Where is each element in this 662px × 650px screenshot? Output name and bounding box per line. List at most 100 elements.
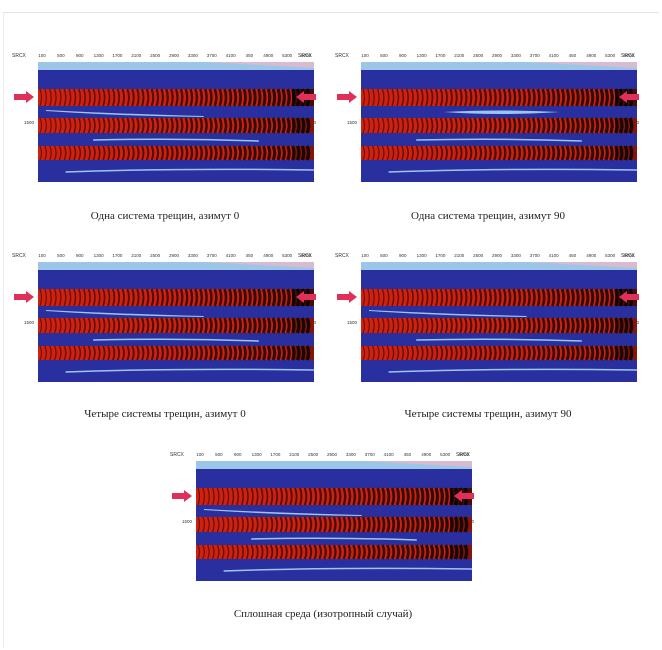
wavelet: [570, 345, 575, 361]
wavelet: [560, 288, 566, 307]
axis-tick-label: 5300: [605, 253, 616, 258]
wavelet: [160, 88, 165, 107]
wavelet: [401, 117, 405, 134]
wavelet: [308, 516, 313, 533]
wavelet: [165, 317, 169, 334]
wavelet: [536, 288, 541, 307]
wavelet: [575, 145, 580, 161]
axis-tick-label: 500: [380, 253, 388, 258]
wavelet: [565, 117, 570, 134]
wavelet: [265, 516, 269, 533]
axis-tick-label: 1300: [94, 253, 105, 258]
wavelet: [245, 544, 249, 560]
wavelet: [189, 317, 194, 334]
wavelet: [216, 487, 220, 506]
converted-wave-lower: [251, 537, 417, 541]
wavelet: [526, 317, 531, 334]
wavelet: [444, 88, 449, 107]
axis-tick-label: 100: [361, 253, 369, 258]
wavelet: [589, 288, 595, 307]
wavelet: [560, 317, 566, 334]
axis-tick-label: 5700: [301, 253, 312, 258]
wavelet: [434, 544, 440, 560]
wavelet: [536, 345, 541, 361]
wavelet: [279, 516, 284, 533]
axis-tick-label: 1700: [270, 452, 281, 457]
wavelet: [502, 88, 507, 107]
axis-tick-label: 450: [569, 253, 577, 258]
wavelet: [236, 544, 240, 560]
wavelet: [271, 117, 277, 134]
wavelet: [223, 117, 228, 134]
axis-tick-label: 1300: [94, 53, 105, 58]
wavelet: [78, 345, 82, 361]
wavelet: [415, 145, 419, 161]
wavelet: [270, 487, 274, 506]
wavelet: [223, 345, 228, 361]
wavelet: [313, 516, 318, 533]
wavelet: [594, 288, 600, 307]
wavelet: [366, 487, 371, 506]
wavelet: [300, 117, 306, 134]
converted-wave-shear: [204, 509, 362, 516]
wavelet: [449, 345, 453, 361]
axis-tick-label: 2900: [169, 253, 180, 258]
wavelet: [92, 317, 96, 334]
wavelet: [468, 345, 473, 361]
wavelet: [291, 317, 296, 334]
wavelet: [131, 288, 135, 307]
wavelet: [170, 88, 174, 107]
wavelet: [112, 288, 116, 307]
wavelet: [87, 145, 91, 161]
axis-tick-label: 1700: [112, 53, 123, 58]
wavelet: [255, 544, 259, 560]
wavelet: [362, 145, 366, 161]
wavelet: [386, 145, 390, 161]
wavelet: [126, 117, 130, 134]
converted-wave-shear: [46, 310, 204, 317]
wavelet: [618, 317, 624, 334]
wavelet: [174, 317, 179, 334]
wavelet: [281, 145, 286, 161]
band-dark-end: [615, 318, 637, 333]
axis-tick-label: 100: [38, 53, 46, 58]
axis-tick-label: 5300: [440, 452, 451, 457]
wavelet: [145, 145, 150, 161]
wavelet: [121, 345, 126, 361]
wavelet: [150, 317, 155, 334]
wavelet: [286, 117, 291, 134]
wavelet: [429, 516, 435, 533]
wavelet: [49, 88, 52, 107]
wavelet: [507, 345, 512, 361]
wavelet: [121, 117, 126, 134]
wavelet: [223, 317, 228, 334]
axis-tick-label: 1700: [112, 253, 123, 258]
wavelet: [232, 117, 238, 134]
wavelet: [405, 117, 409, 134]
wavelet: [546, 317, 551, 334]
wavelet: [145, 345, 150, 361]
wavelet: [165, 88, 169, 107]
wavelet: [391, 145, 395, 161]
direct-wave-band: [38, 262, 314, 270]
wavelet: [444, 145, 449, 161]
axis-tick-label: 2100: [454, 253, 465, 258]
wavelet: [328, 516, 332, 533]
wavelet: [44, 145, 47, 161]
wavelet: [604, 345, 609, 361]
axis-tick-label: 500: [57, 253, 65, 258]
wavelet: [367, 317, 370, 334]
wavelet: [276, 88, 282, 107]
wavelet: [478, 345, 483, 361]
wavelet: [430, 288, 434, 307]
wavelet: [439, 317, 444, 334]
wavelet: [112, 345, 116, 361]
wavelet: [367, 88, 370, 107]
panel-caption: Четыре системы трещин, азимут 90: [404, 408, 572, 420]
wavelet: [420, 288, 424, 307]
wavelet: [218, 317, 223, 334]
wavelet: [464, 88, 468, 107]
wavelet: [507, 88, 512, 107]
wavelet: [468, 317, 473, 334]
wavelet: [286, 288, 291, 307]
